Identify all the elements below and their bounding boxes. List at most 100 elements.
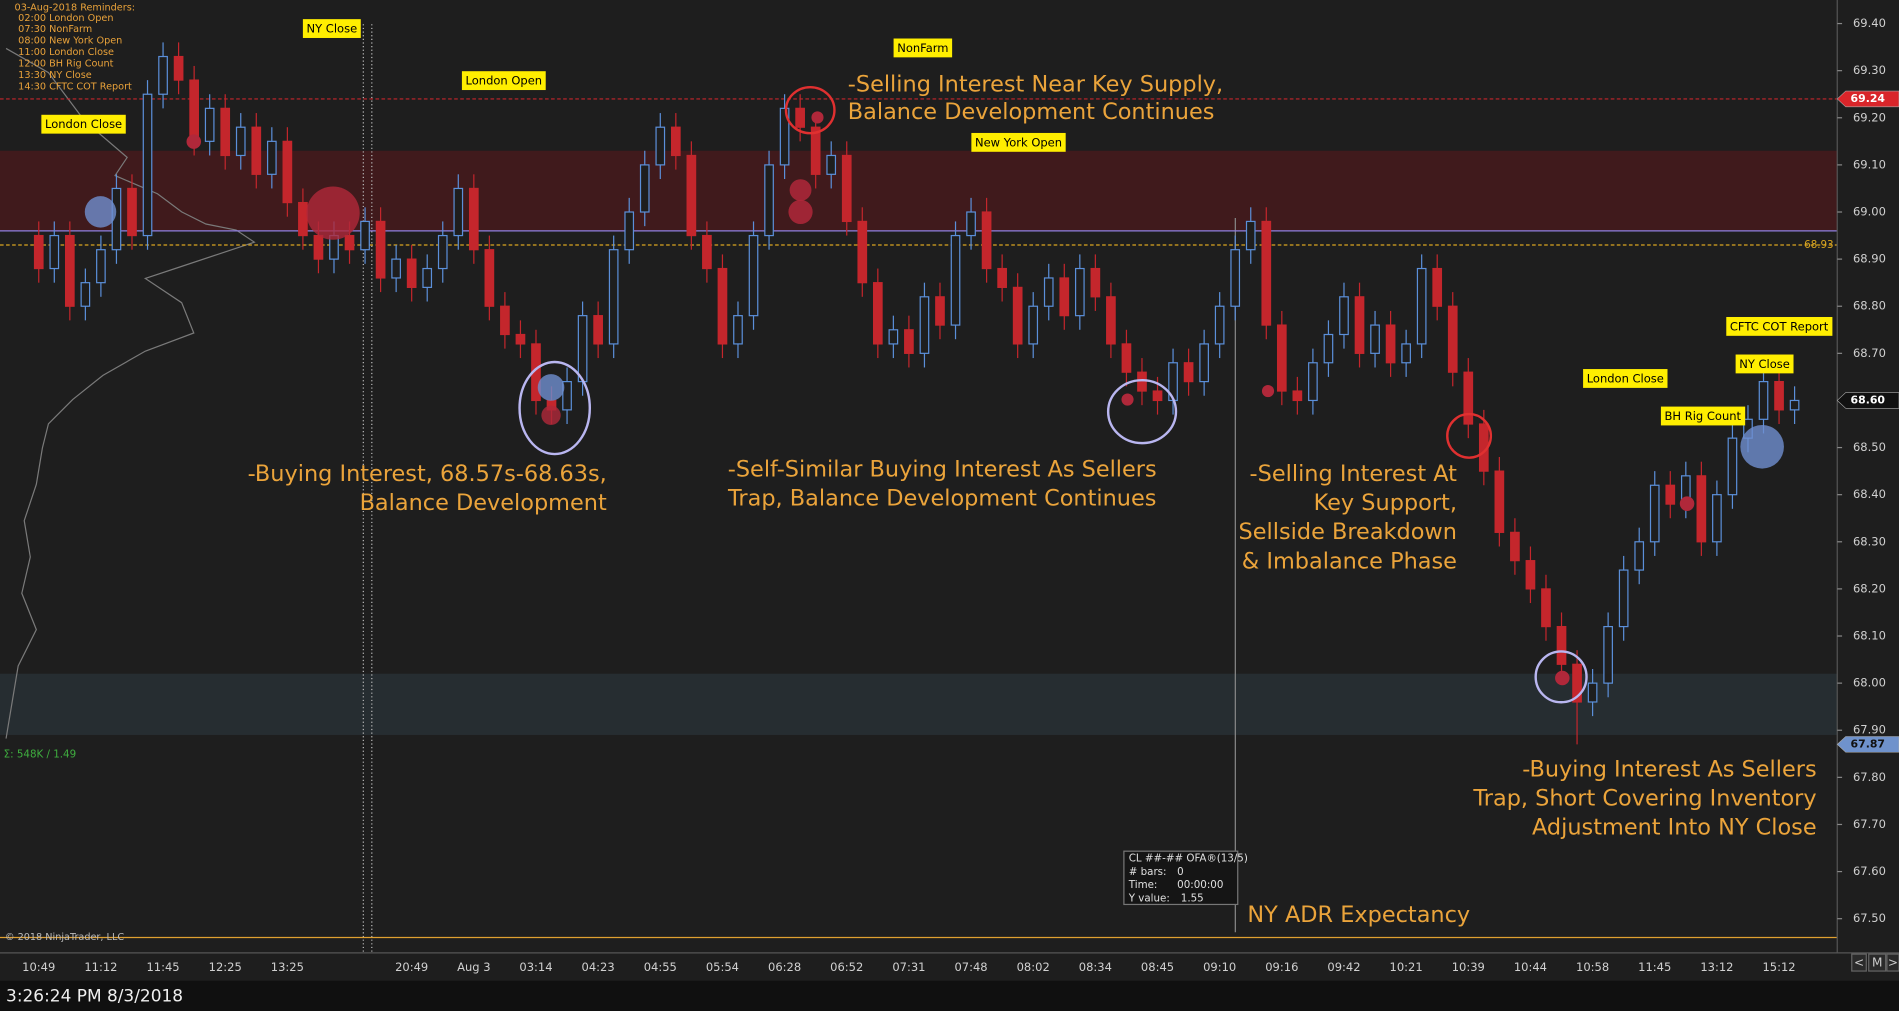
candle-body [1152, 390, 1163, 402]
reminder: 12:00 BH Rig Count [18, 59, 113, 70]
event-label: BH Rig Count [1665, 409, 1742, 423]
marker [537, 374, 565, 401]
highlight-circle [1106, 378, 1178, 445]
candle-body [1292, 390, 1303, 402]
nav-button[interactable] [1851, 953, 1867, 972]
candle-body [298, 201, 308, 237]
x-tick-label: 03:14 [519, 960, 552, 974]
nav-button[interactable] [1886, 953, 1899, 972]
info-title: CL ##-## OFA®(13/5) [1129, 852, 1248, 864]
y-tick-label: 69.40 [1853, 16, 1886, 30]
annotation: Balance Development [360, 490, 607, 516]
candle-body [484, 249, 495, 307]
candle-body [453, 187, 464, 237]
candle-body [888, 329, 899, 345]
x-tick-label: 09:42 [1327, 960, 1360, 974]
event-box [1726, 316, 1833, 336]
candle-body [391, 258, 401, 279]
marker [306, 186, 360, 240]
marker [1679, 496, 1695, 511]
volume-summary: Σ: 548K / 1.49 [4, 748, 77, 760]
info-key: # bars: [1129, 866, 1167, 878]
y-tick-label: 68.70 [1853, 346, 1886, 360]
y-tick-label: 69.20 [1853, 110, 1886, 124]
candle-body [935, 296, 945, 326]
candle-body [562, 381, 572, 411]
candle-body [810, 126, 821, 175]
nav-label[interactable]: M [1872, 956, 1882, 970]
nav-button[interactable] [1868, 953, 1887, 972]
candle-body [1214, 305, 1225, 345]
candle-body [96, 249, 106, 284]
candle-body [1106, 296, 1116, 345]
x-tick-label: 13:25 [271, 960, 304, 974]
candle-body [220, 107, 231, 157]
candle-body [1137, 371, 1147, 392]
x-tick-label: 09:10 [1203, 960, 1236, 974]
candle-body [748, 234, 759, 317]
candle-body [733, 315, 743, 345]
candle-body [127, 187, 137, 237]
candle-body [624, 211, 635, 251]
y-tick-label: 67.80 [1853, 770, 1886, 784]
event-box [1660, 406, 1746, 426]
candle-body [1401, 343, 1411, 364]
marker [1740, 424, 1784, 469]
event-label: CFTC COT Report [1730, 319, 1829, 333]
candle-body [872, 282, 883, 345]
candle-body [266, 140, 277, 175]
reminder: 08:00 New York Open [18, 36, 122, 47]
candle-body [857, 220, 868, 284]
x-tick-label: 11:45 [1638, 960, 1671, 974]
annotation: -Buying Interest, 68.57s-68.63s, [248, 461, 607, 487]
candle-body [1043, 277, 1054, 307]
event-box [1583, 369, 1668, 388]
candle-body [80, 282, 91, 307]
candle-body [795, 107, 805, 128]
candle-body [717, 267, 728, 345]
axes: 10:49 11:12 11:45 12:25 13:25 20:49 Aug 3 03:14… [22, 16, 1899, 974]
candle-body [142, 93, 153, 237]
annotation: -Self-Similar Buying Interest As Sellers [728, 456, 1157, 482]
candle-body [158, 55, 168, 95]
copyright: © 2018 NinjaTrader, LLC [5, 932, 124, 943]
candle-body [904, 329, 914, 354]
y-tick-label: 68.00 [1853, 676, 1886, 690]
candle-body [422, 267, 433, 288]
event-label: NY Close [307, 22, 358, 36]
candle-body [1525, 560, 1536, 590]
info-key: Y value: [1128, 892, 1170, 904]
status-bar [0, 980, 1899, 1011]
candle-body [1074, 267, 1085, 317]
marker [1261, 385, 1275, 398]
candle-body [1012, 286, 1023, 345]
event-label: London Open [466, 74, 543, 88]
annotation: Key Support, [1314, 490, 1457, 516]
nav-label[interactable]: < [1854, 956, 1864, 970]
y-tick-label: 68.80 [1853, 299, 1886, 313]
highlight-circle [1446, 412, 1493, 459]
candle-body [1370, 324, 1380, 354]
event-box [461, 71, 546, 91]
nav-label[interactable]: > [1888, 956, 1898, 970]
price-marker-label: 67.87 [1851, 737, 1885, 750]
candle-body [1510, 531, 1520, 562]
candle-body [826, 154, 837, 175]
candle-body [515, 333, 526, 345]
event-label: New York Open [975, 135, 1062, 149]
candle-body [981, 211, 992, 270]
candle-body [1183, 362, 1194, 383]
info-value: 1.55 [1181, 892, 1204, 904]
candle-body [313, 234, 324, 260]
highlight-circle [518, 360, 592, 456]
x-tick-label: 11:45 [146, 960, 179, 974]
info-box [1123, 850, 1239, 906]
annotation: Balance Development Continues [848, 99, 1215, 125]
y-tick-label: 67.90 [1853, 723, 1886, 737]
annotation: -Selling Interest At [1250, 461, 1458, 487]
candle-body [702, 234, 712, 270]
reminder: 11:00 London Close [18, 47, 114, 58]
x-tick-label: 10:49 [22, 960, 55, 974]
